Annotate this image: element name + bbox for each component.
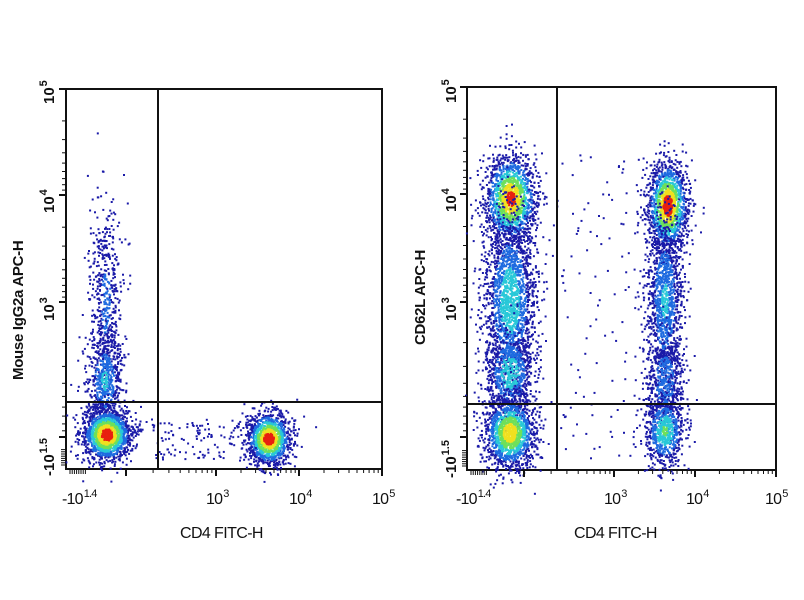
- right-xtick-10e4: 104: [686, 488, 709, 508]
- right-xtick-10e3: 103: [604, 488, 627, 508]
- right-quadrant-gate-horizontal[interactable]: [466, 403, 777, 405]
- left-plot: Mouse IgG2a APC-H 105 104 103 -101.5 -10…: [0, 0, 400, 600]
- right-xtick-10e5: 105: [765, 488, 788, 508]
- left-plot-frame: [65, 88, 383, 470]
- left-quadrant-gate-horizontal[interactable]: [65, 401, 383, 403]
- left-xtick-10e3: 103: [206, 488, 229, 508]
- left-quadrant-gate-vertical[interactable]: [157, 88, 159, 470]
- right-xtick-neg10e1.4: -101.4: [456, 488, 491, 508]
- right-x-axis-label: CD4 FITC-H: [574, 525, 657, 542]
- left-xtick-10e5: 105: [372, 488, 395, 508]
- left-xtick-10e4: 104: [289, 488, 312, 508]
- left-x-axis-label: CD4 FITC-H: [180, 525, 263, 542]
- left-xtick-neg10e1.4: -101.4: [62, 488, 97, 508]
- right-quadrant-gate-vertical[interactable]: [556, 86, 558, 471]
